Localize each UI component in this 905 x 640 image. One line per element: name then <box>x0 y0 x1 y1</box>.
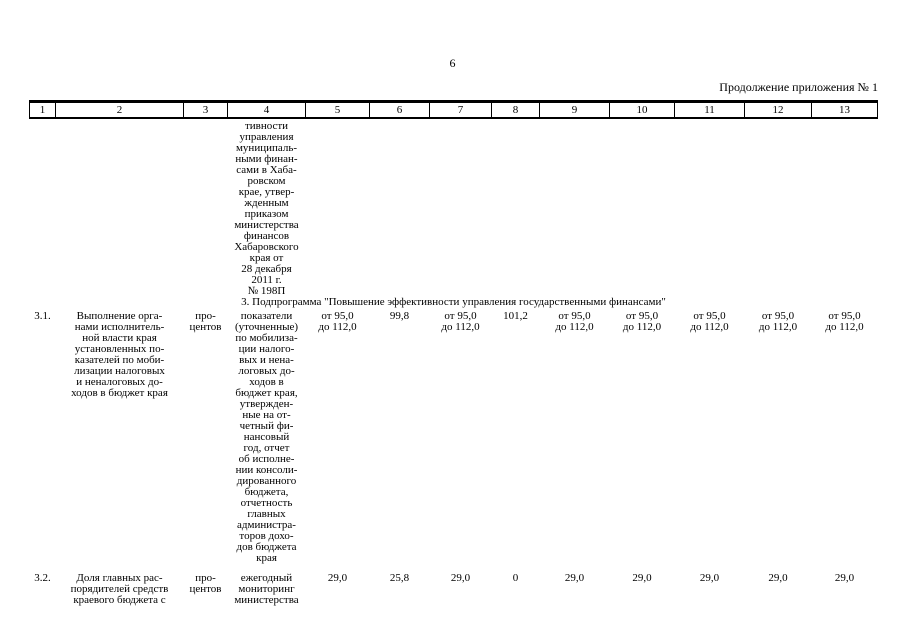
page-number: 6 <box>449 56 456 70</box>
value-cell: 29,0 <box>632 572 652 584</box>
table-row: 3.2. Доля главных рас- порядителей средс… <box>30 564 878 606</box>
header-cell-8: 8 <box>491 100 540 119</box>
carryover-row: тивности управления муниципаль- ными фин… <box>30 118 878 297</box>
header-cell-11: 11 <box>674 100 745 119</box>
value-cell: 29,0 <box>564 572 585 584</box>
row-number: 3.2. <box>34 572 51 584</box>
header-cell-12: 12 <box>744 100 812 119</box>
header-cell-6: 6 <box>369 100 430 119</box>
value-cell: от 95,0 до 112,0 <box>825 310 864 333</box>
value-cell: 29,0 <box>450 572 471 584</box>
table-row: 3.1. Выполнение орга- нами исполнитель- … <box>30 308 878 564</box>
value-cell: от 95,0 до 112,0 <box>622 310 662 333</box>
row-number: 3.1. <box>34 310 51 322</box>
header-cell-3: 3 <box>183 100 228 119</box>
header-cell-4: 4 <box>227 100 306 119</box>
empty-cell <box>306 118 878 297</box>
continuation-note: Продолжение приложения № 1 <box>719 80 878 94</box>
empty-cell <box>184 118 228 297</box>
header-cell-13: 13 <box>811 100 878 119</box>
carryover-source-text: тивности управления муниципаль- ными фин… <box>234 120 299 297</box>
value-cell: от 95,0 до 112,0 <box>690 310 729 333</box>
value-cell: от 95,0 до 112,0 <box>441 310 480 333</box>
value-cell: 29,0 <box>768 572 788 584</box>
header-cell-1: 1 <box>29 100 56 119</box>
value-cell: 0 <box>512 572 519 584</box>
empty-cell <box>56 118 184 297</box>
indicator-name: Выполнение орга- нами исполнитель- ной в… <box>71 310 168 399</box>
header-cell-10: 10 <box>609 100 675 119</box>
indicators-table: 1 2 3 4 5 6 7 8 9 10 11 12 13 тивности у… <box>29 100 878 606</box>
value-cell: от 95,0 до 112,0 <box>758 310 798 333</box>
value-cell: 29,0 <box>699 572 720 584</box>
indicator-name: Доля главных рас- порядителей средств кр… <box>70 572 169 606</box>
header-cell-7: 7 <box>429 100 492 119</box>
value-cell: 101,2 <box>503 310 528 322</box>
header-row: 1 2 3 4 5 6 7 8 9 10 11 12 13 <box>29 100 878 119</box>
source-cell: показатели (уточненные) по мобилиза- ции… <box>234 310 299 564</box>
value-cell: от 95,0 до 112,0 <box>555 310 594 333</box>
unit-cell: про- центов <box>189 310 222 333</box>
section-row: 3. Подпрограмма "Повышение эффективности… <box>30 297 878 308</box>
header-cell-9: 9 <box>539 100 610 119</box>
unit-cell: про- центов <box>189 572 222 595</box>
value-cell: 25,8 <box>389 572 410 584</box>
value-cell: 29,0 <box>834 572 855 584</box>
value-cell: 99,8 <box>389 310 410 322</box>
value-cell: от 95,0 до 112,0 <box>318 310 357 333</box>
empty-cell <box>30 118 56 297</box>
header-cell-5: 5 <box>305 100 370 119</box>
header-cell-2: 2 <box>55 100 184 119</box>
section-title: 3. Подпрограмма "Повышение эффективности… <box>241 297 666 308</box>
value-cell: 29,0 <box>327 572 348 584</box>
source-cell: ежегодный мониторинг министерства <box>234 572 299 606</box>
